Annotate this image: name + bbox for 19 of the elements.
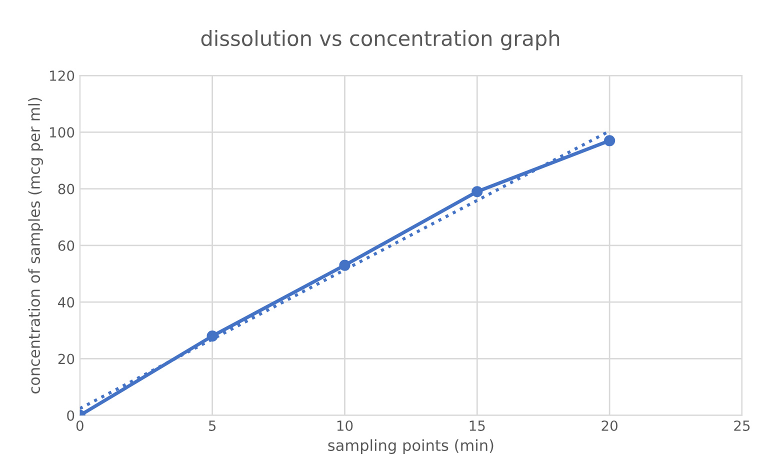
y-axis-title: concentration of samples (mcg per ml) [28,98,43,394]
point [604,135,616,146]
x-axis-title: sampling points (min) [328,439,494,454]
y-tick-label: 60 [58,240,74,251]
x-tick-label: 10 [337,420,353,431]
x-tick-label: 15 [470,420,485,431]
chart-title: dissolution vs concentration graph [201,30,560,50]
y-tick-label: 100 [50,127,74,138]
y-tick-label: 20 [58,354,74,364]
y-tick-label: 120 [50,70,74,81]
y-tick-label: 80 [58,184,74,194]
point [339,260,350,271]
x-tick-label: 0 [76,420,84,431]
y-tick-label: 40 [58,297,74,308]
x-tick-label: 20 [602,420,618,431]
x-tick-label: 5 [208,420,216,431]
y-tick-label: 0 [67,410,74,421]
point [472,186,483,198]
x-tick-label: 25 [734,420,750,431]
